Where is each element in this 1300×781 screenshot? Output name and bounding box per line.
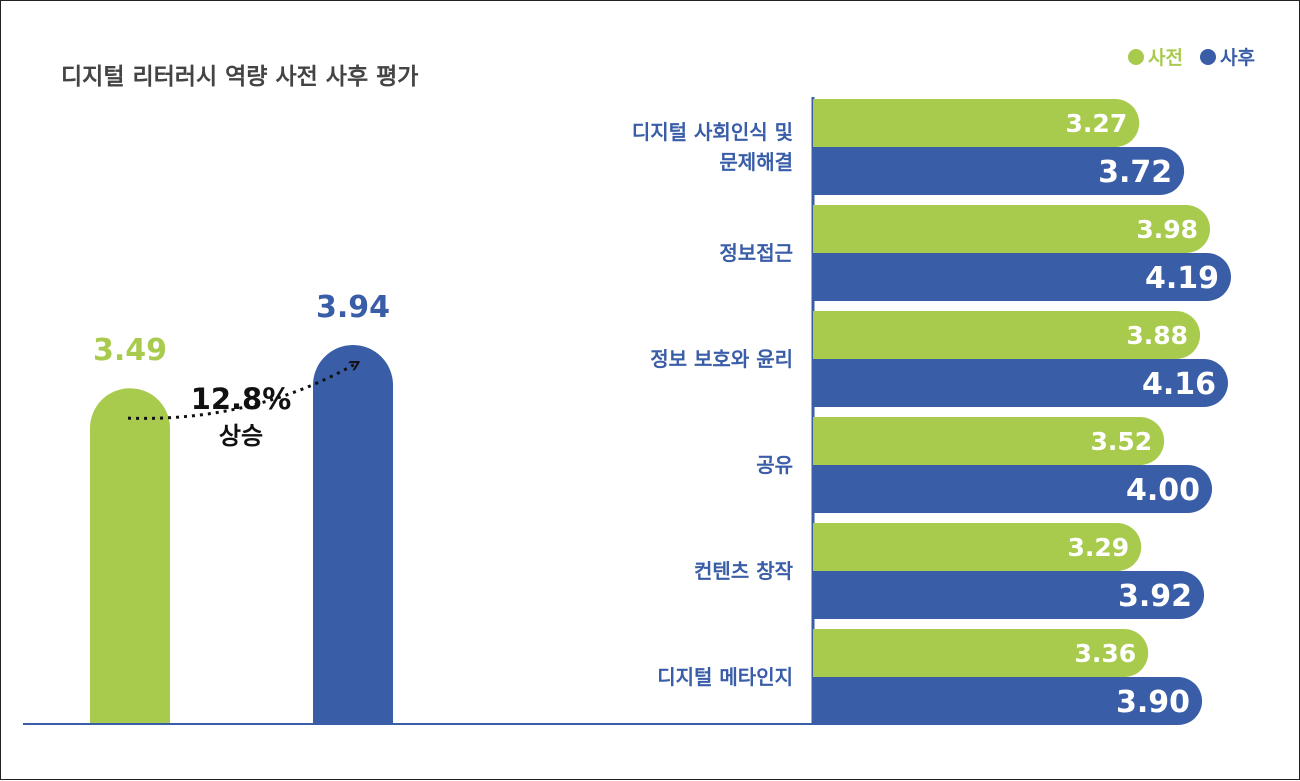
chart-title: 디지털 리터러시 역량 사전 사후 평가 <box>61 64 418 90</box>
category-value-label-pre-3: 3.88 <box>1126 321 1188 350</box>
increase-label: 상승 <box>219 422 263 450</box>
category-label-2: 정보접근 <box>719 241 793 265</box>
category-label-3: 정보 보호와 윤리 <box>650 347 793 371</box>
overall-value-label-post: 3.94 <box>316 290 390 325</box>
category-label-4: 공유 <box>756 453 793 477</box>
category-value-label-pre-5: 3.29 <box>1068 533 1130 562</box>
category-value-label-post-1: 3.72 <box>1098 155 1172 190</box>
increase-percent: 12.8% <box>191 382 292 416</box>
category-bar-pre-3 <box>813 311 1201 359</box>
category-bar-pre-6 <box>813 629 1149 677</box>
category-value-label-post-6: 3.90 <box>1116 685 1190 720</box>
category-value-label-post-3: 4.16 <box>1142 367 1216 402</box>
overall-bar-pre <box>90 388 170 723</box>
legend-label-pre: 사전 <box>1148 47 1183 69</box>
category-value-label-pre-4: 3.52 <box>1090 427 1152 456</box>
category-value-label-post-2: 4.19 <box>1145 261 1219 296</box>
category-value-label-pre-6: 3.36 <box>1075 639 1137 668</box>
category-value-label-pre-1: 3.27 <box>1066 109 1128 138</box>
legend-swatch-post <box>1200 49 1216 65</box>
legend-label-post: 사후 <box>1220 47 1255 69</box>
overall-value-label-pre: 3.49 <box>93 333 167 368</box>
category-bar-pre-5 <box>813 523 1142 571</box>
increase-arrow <box>127 363 357 420</box>
category-value-label-post-4: 4.00 <box>1126 473 1200 508</box>
category-value-label-post-5: 3.92 <box>1118 579 1192 614</box>
overall-score-chart: 3.49 3.94 12.8% 상승 <box>23 290 813 725</box>
category-bar-post-3 <box>813 359 1229 407</box>
category-bar-pre-2 <box>813 205 1211 253</box>
category-bar-post-6 <box>813 677 1203 725</box>
legend-swatch-pre <box>1128 49 1144 65</box>
category-label-5: 컨텐츠 창작 <box>694 559 794 583</box>
legend: 사전 사후 <box>1128 47 1255 69</box>
category-bar-post-5 <box>813 571 1205 619</box>
category-label-1-line-2: 문제해결 <box>719 150 793 174</box>
category-label-6: 디지털 메타인지 <box>657 665 793 689</box>
category-value-label-pre-2: 3.98 <box>1136 215 1198 244</box>
category-label-1-line-1: 디지털 사회인식 및 <box>632 120 793 144</box>
category-bar-pre-4 <box>813 417 1165 465</box>
category-bar-post-2 <box>813 253 1231 301</box>
overall-bar-post <box>313 345 393 723</box>
category-bar-post-4 <box>813 465 1213 513</box>
category-bar-post-1 <box>813 147 1185 195</box>
category-bar-pre-1 <box>813 99 1140 147</box>
